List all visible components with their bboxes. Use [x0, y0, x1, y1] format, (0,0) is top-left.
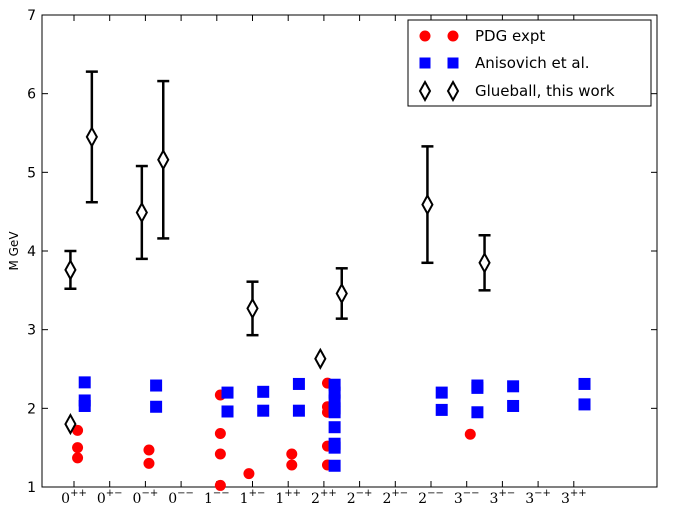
- y-axis: 1 2 3 4 5 6 7: [27, 8, 657, 496]
- anisovich-point: [221, 405, 234, 418]
- anisovich-point: [257, 385, 270, 398]
- legend-marker-glueball: [418, 79, 432, 103]
- legend-marker-pdg: [447, 30, 459, 42]
- legend-label-glueball: Glueball, this work: [475, 82, 615, 100]
- glueball-point: [421, 193, 434, 216]
- pdg-point: [72, 442, 84, 454]
- glueball-point: [335, 282, 348, 305]
- legend: PDG expt Anisovich et al. Glueball, this…: [407, 19, 652, 107]
- anisovich-point: [221, 386, 234, 399]
- pdg-point: [143, 444, 155, 456]
- anisovich-point: [328, 421, 341, 434]
- pdg-point: [286, 448, 298, 460]
- x-tick-label: 0−−: [168, 488, 194, 506]
- anisovich-point: [292, 377, 305, 390]
- glueball-point: [246, 297, 259, 320]
- glueball-point: [64, 258, 77, 281]
- y-tick-label: 5: [27, 165, 36, 181]
- pdg-point: [143, 457, 155, 469]
- anisovich-point: [507, 380, 520, 393]
- anisovich-point: [328, 441, 341, 454]
- y-axis-label: M GeV: [7, 231, 21, 271]
- glueball-point: [85, 125, 98, 148]
- anisovich-point: [507, 399, 520, 412]
- y-tick-label: 4: [27, 244, 36, 260]
- pdg-point: [72, 452, 84, 464]
- x-tick-label: 0−+: [133, 488, 159, 506]
- x-tick-label: 2++: [311, 488, 337, 506]
- legend-marker-anisovich: [419, 57, 431, 69]
- pdg-point: [214, 448, 226, 460]
- x-tick-label: 3++: [561, 488, 587, 506]
- y-tick-label: 7: [27, 8, 36, 24]
- x-tick-label: 0+−: [97, 488, 123, 506]
- pdg-point: [72, 424, 84, 436]
- x-tick-label: 2−+: [347, 488, 373, 506]
- pdg-point: [464, 428, 476, 440]
- anisovich-point: [435, 386, 448, 399]
- glueball-point: [157, 148, 170, 171]
- x-tick-label: 0++: [61, 488, 87, 506]
- x-axis: 0++ 0+− 0−+ 0−− 1−− 1+− 1++ 2++ 2−+ 2+− 2−− 3−− 3+− 3…: [61, 15, 587, 506]
- x-tick-label: 3−−: [454, 488, 480, 506]
- data-marks: [64, 70, 591, 491]
- x-tick-label: 3−+: [525, 488, 551, 506]
- x-tick-label: 2−−: [418, 488, 444, 506]
- legend-marker-glueball: [446, 79, 460, 103]
- x-tick-label: 1−−: [204, 488, 230, 506]
- anisovich-point: [328, 406, 341, 419]
- anisovich-point: [292, 404, 305, 417]
- x-tick-label: 2+−: [382, 488, 408, 506]
- y-tick-label: 6: [27, 87, 36, 103]
- pdg-point: [243, 468, 255, 480]
- anisovich-point: [435, 403, 448, 416]
- anisovich-point: [578, 398, 591, 411]
- y-tick-label: 2: [27, 401, 36, 417]
- anisovich-point: [578, 377, 591, 390]
- pdg-point: [214, 479, 226, 491]
- anisovich-point: [150, 379, 163, 392]
- legend-marker-anisovich: [447, 57, 459, 69]
- glueball-point: [314, 347, 327, 370]
- y-tick-label: 1: [27, 480, 36, 496]
- x-tick-label: 1++: [275, 488, 301, 506]
- anisovich-point: [78, 399, 91, 412]
- glueball-point: [478, 251, 491, 274]
- glueball-point: [64, 413, 77, 436]
- pdg-point: [286, 459, 298, 471]
- legend-label-anisovich: Anisovich et al.: [475, 54, 590, 72]
- anisovich-point: [471, 406, 484, 419]
- pdg-point: [214, 428, 226, 440]
- x-tick-label: 3+−: [490, 488, 516, 506]
- x-tick-label: 1+−: [240, 488, 266, 506]
- anisovich-point: [78, 376, 91, 389]
- anisovich-point: [257, 404, 270, 417]
- glueball-point: [135, 201, 148, 224]
- anisovich-point: [328, 459, 341, 472]
- y-tick-label: 3: [27, 323, 36, 339]
- legend-label-pdg: PDG expt: [475, 27, 545, 45]
- anisovich-point: [150, 400, 163, 413]
- legend-marker-pdg: [419, 30, 431, 42]
- anisovich-point: [471, 381, 484, 394]
